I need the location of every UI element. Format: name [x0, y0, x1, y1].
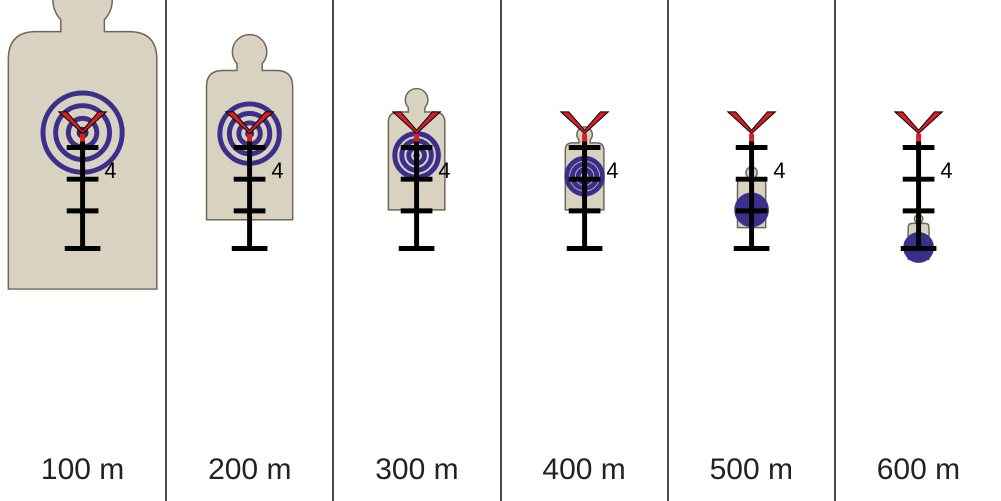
distance-panel: 4 600 m: [836, 0, 1001, 501]
reticle-range-marker-label: 4: [606, 158, 618, 183]
panel-scene: 4: [167, 20, 332, 431]
reticle-chevron-icon: [560, 112, 608, 134]
panel-scene: 4: [836, 20, 1001, 431]
panel-scene: 4: [334, 20, 499, 431]
reticle-range-marker-label: 4: [272, 158, 284, 183]
distance-panel: 4 500 m: [669, 0, 836, 501]
distance-label: 400 m: [502, 453, 667, 487]
reticle-stadia: [901, 142, 937, 249]
reticle-range-marker-label: 4: [104, 158, 116, 183]
distance-label: 300 m: [334, 453, 499, 487]
bdc-diagram: 4 100 m 4 200 m 4 300 m 4 400 m 4 500 m 4 600 m: [0, 0, 1001, 501]
distance-label: 100 m: [0, 453, 165, 487]
panel-scene: 4: [669, 20, 834, 431]
reticle-range-marker-label: 4: [940, 158, 952, 183]
reticle-chevron-icon: [728, 112, 776, 134]
panel-graphic: 4: [334, 0, 499, 431]
panel-scene: 4: [0, 20, 165, 431]
distance-panel: 4 300 m: [334, 0, 501, 501]
panel-graphic: 4: [167, 0, 332, 431]
panel-graphic: 4: [669, 0, 834, 431]
panel-scene: 4: [502, 20, 667, 431]
distance-label: 600 m: [836, 453, 1001, 487]
distance-panel: 4 400 m: [502, 0, 669, 501]
panel-graphic: 4: [0, 0, 165, 431]
panel-graphic: 4: [836, 0, 1001, 431]
panel-graphic: 4: [502, 0, 667, 431]
distance-panel: 4 200 m: [167, 0, 334, 501]
distance-panel: 4 100 m: [0, 0, 167, 501]
distance-label: 200 m: [167, 453, 332, 487]
reticle-range-marker-label: 4: [439, 158, 451, 183]
reticle-range-marker-label: 4: [773, 158, 785, 183]
reticle-chevron-icon: [895, 112, 943, 134]
distance-label: 500 m: [669, 453, 834, 487]
